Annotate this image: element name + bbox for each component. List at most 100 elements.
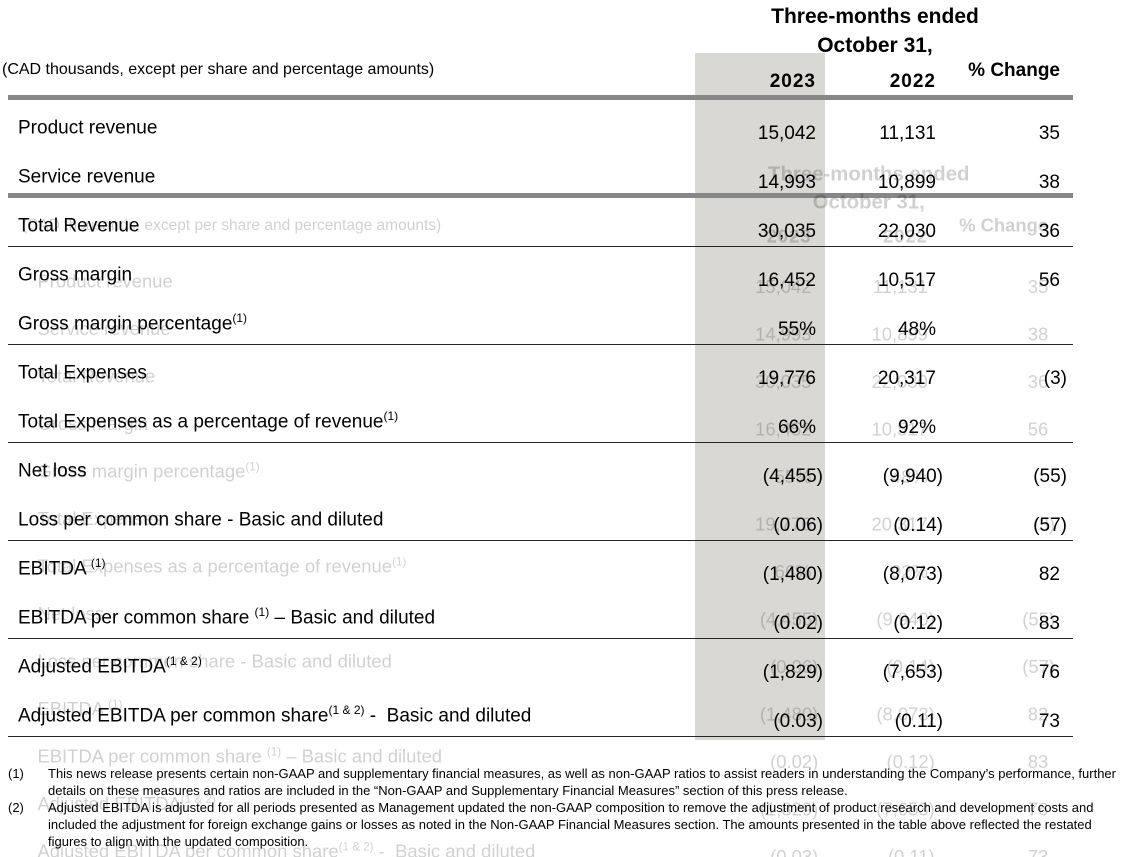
row-label: Gross margin percentage(1): [8, 296, 683, 344]
value-pct-change: (57): [1033, 515, 1067, 536]
value-pct-change: 36: [1038, 221, 1060, 242]
footnote-2: (2) Adjusted EBITDA is adjusted for all …: [8, 799, 1130, 850]
value-2022: 11,131: [879, 123, 936, 144]
row-label-text: Service revenue: [18, 166, 156, 188]
table-row-service-revenue: Service revenue 14,993 10,899 38: [8, 149, 1073, 198]
units-note: (CAD thousands, except per share and per…: [2, 61, 435, 78]
value-2022: (7,653): [882, 662, 943, 683]
table-rows: Product revenue 15,042 11,131 35 Service…: [8, 100, 1073, 737]
table-row-ebitda: EBITDA (1) (1,480) (8,073) 82: [8, 541, 1073, 590]
row-label: Gross margin: [8, 247, 683, 296]
row-label: Total Revenue: [8, 198, 683, 246]
footnote-ref: (1 & 2): [328, 703, 365, 717]
row-label: EBITDA (1): [8, 541, 683, 590]
value-2022: (8,073): [882, 564, 943, 585]
row-label: Total Expenses: [8, 345, 683, 394]
table-row-gross-margin: Gross margin 16,452 10,517 56: [8, 247, 1073, 296]
value-pct-change: 82: [1038, 564, 1060, 585]
footnote-marker: (1): [8, 766, 24, 781]
footnote-text: This news release presents certain non-G…: [48, 766, 1116, 798]
table-row-gross-margin-percentage: Gross margin percentage(1) 55% 48%: [8, 296, 1073, 345]
table-row-net-loss: Net loss (4,455) (9,940) (55): [8, 443, 1073, 492]
row-label: Loss per common share - Basic and dilute…: [8, 492, 683, 540]
row-label: Net loss: [8, 443, 683, 492]
column-header-pct-change: % Change: [968, 60, 1060, 81]
row-label: Adjusted EBITDA(1 & 2): [8, 639, 683, 688]
value-2022: 22,030: [877, 221, 936, 242]
value-2023: (0.03): [773, 711, 823, 732]
table-row-total-revenue: Total Revenue 30,035 22,030 36: [8, 198, 1073, 247]
highlight-column-2023: [695, 53, 825, 740]
value-2023: 30,035: [757, 221, 816, 242]
value-pct-change: 35: [1038, 123, 1060, 144]
row-label-text: Loss per common share - Basic and dilute…: [18, 509, 384, 531]
row-label-text: Gross margin: [18, 264, 133, 286]
row-label-text: Total Revenue: [18, 215, 140, 237]
value-2022: 10,899: [877, 172, 936, 193]
column-header-2022: 2022: [889, 71, 936, 92]
value-pct-change: (55): [1033, 466, 1067, 487]
row-label: Service revenue: [8, 149, 683, 193]
table-row-total-expenses: Total Expenses 19,776 20,317 (3): [8, 345, 1073, 394]
row-label: Total Expenses as a percentage of revenu…: [8, 394, 683, 442]
column-header-2023: 2023: [769, 71, 816, 92]
value-2022: (9,940): [882, 466, 943, 487]
row-label-text: Adjusted EBITDA per common share: [18, 705, 329, 727]
value-2022: (0.11): [894, 711, 943, 732]
value-pct-change: 38: [1038, 172, 1060, 193]
table-row-adjusted-ebitda: Adjusted EBITDA(1 & 2) (1,829) (7,653) 7…: [8, 639, 1073, 688]
footnote-1: (1) This news release presents certain n…: [8, 765, 1130, 799]
footnote-ref: (1): [383, 409, 399, 423]
row-label: Adjusted EBITDA per common share(1 & 2) …: [8, 688, 683, 736]
footnote-ref: (1): [254, 605, 270, 619]
value-2022: (0.12): [893, 613, 943, 634]
value-pct-change: 73: [1038, 711, 1060, 732]
footnote-ref: (1 & 2): [165, 654, 202, 668]
row-label-text: Gross margin percentage: [18, 313, 233, 335]
value-2023: 55%: [777, 319, 816, 340]
value-2023: (0.02): [773, 613, 823, 634]
period-header-line2: October 31,: [817, 34, 933, 57]
footnote-marker: (2): [8, 800, 24, 815]
value-2023: (1,480): [762, 564, 823, 585]
table-row-total-expenses-percentage: Total Expenses as a percentage of revenu…: [8, 394, 1073, 443]
row-label: EBITDA per common share (1) – Basic and …: [8, 590, 683, 638]
value-2023: 14,993: [757, 172, 816, 193]
period-header-line1: Three-months ended: [771, 5, 979, 28]
footnote-text: Adjusted EBITDA is adjusted for all peri…: [48, 800, 1094, 849]
table-row-product-revenue: Product revenue 15,042 11,131 35: [8, 100, 1073, 149]
value-2022: 10,517: [877, 270, 936, 291]
row-label-text: Total Expenses: [18, 362, 147, 384]
value-pct-change: [943, 296, 1067, 344]
footnotes: (1) This news release presents certain n…: [8, 765, 1130, 850]
value-2023: 16,452: [757, 270, 816, 291]
value-2023: (1,829): [762, 662, 823, 683]
value-pct-change: 76: [1038, 662, 1060, 683]
row-label: Product revenue: [8, 100, 683, 149]
value-2023: (4,455): [762, 466, 823, 487]
row-label-suffix: - Basic and diluted: [364, 705, 532, 727]
footnote-ref: (1): [90, 556, 106, 570]
value-2023: 66%: [777, 417, 816, 438]
value-2023: (0.06): [773, 515, 823, 536]
value-2023: 15,042: [757, 123, 816, 144]
table-row-adjusted-ebitda-per-share: Adjusted EBITDA per common share(1 & 2) …: [8, 688, 1073, 737]
row-label-text: Net loss: [18, 460, 87, 482]
row-label-text: Total Expenses as a percentage of revenu…: [18, 411, 384, 433]
value-2023: 19,776: [757, 368, 816, 389]
value-2022: 92%: [897, 417, 936, 438]
row-label-text: Adjusted EBITDA: [18, 656, 166, 678]
value-pct-change: [943, 394, 1067, 442]
value-2022: 20,317: [877, 368, 936, 389]
value-2022: (0.14): [893, 515, 943, 536]
value-2022: 48%: [897, 319, 936, 340]
value-pct-change: 56: [1038, 270, 1060, 291]
header-rule: [8, 95, 1073, 100]
row-label-text: EBITDA per common share: [18, 607, 255, 629]
row-label-text: Product revenue: [18, 117, 158, 139]
row-label-suffix: – Basic and diluted: [269, 607, 436, 629]
value-pct-change: (3): [1043, 368, 1067, 389]
row-label-text: EBITDA: [18, 558, 91, 580]
